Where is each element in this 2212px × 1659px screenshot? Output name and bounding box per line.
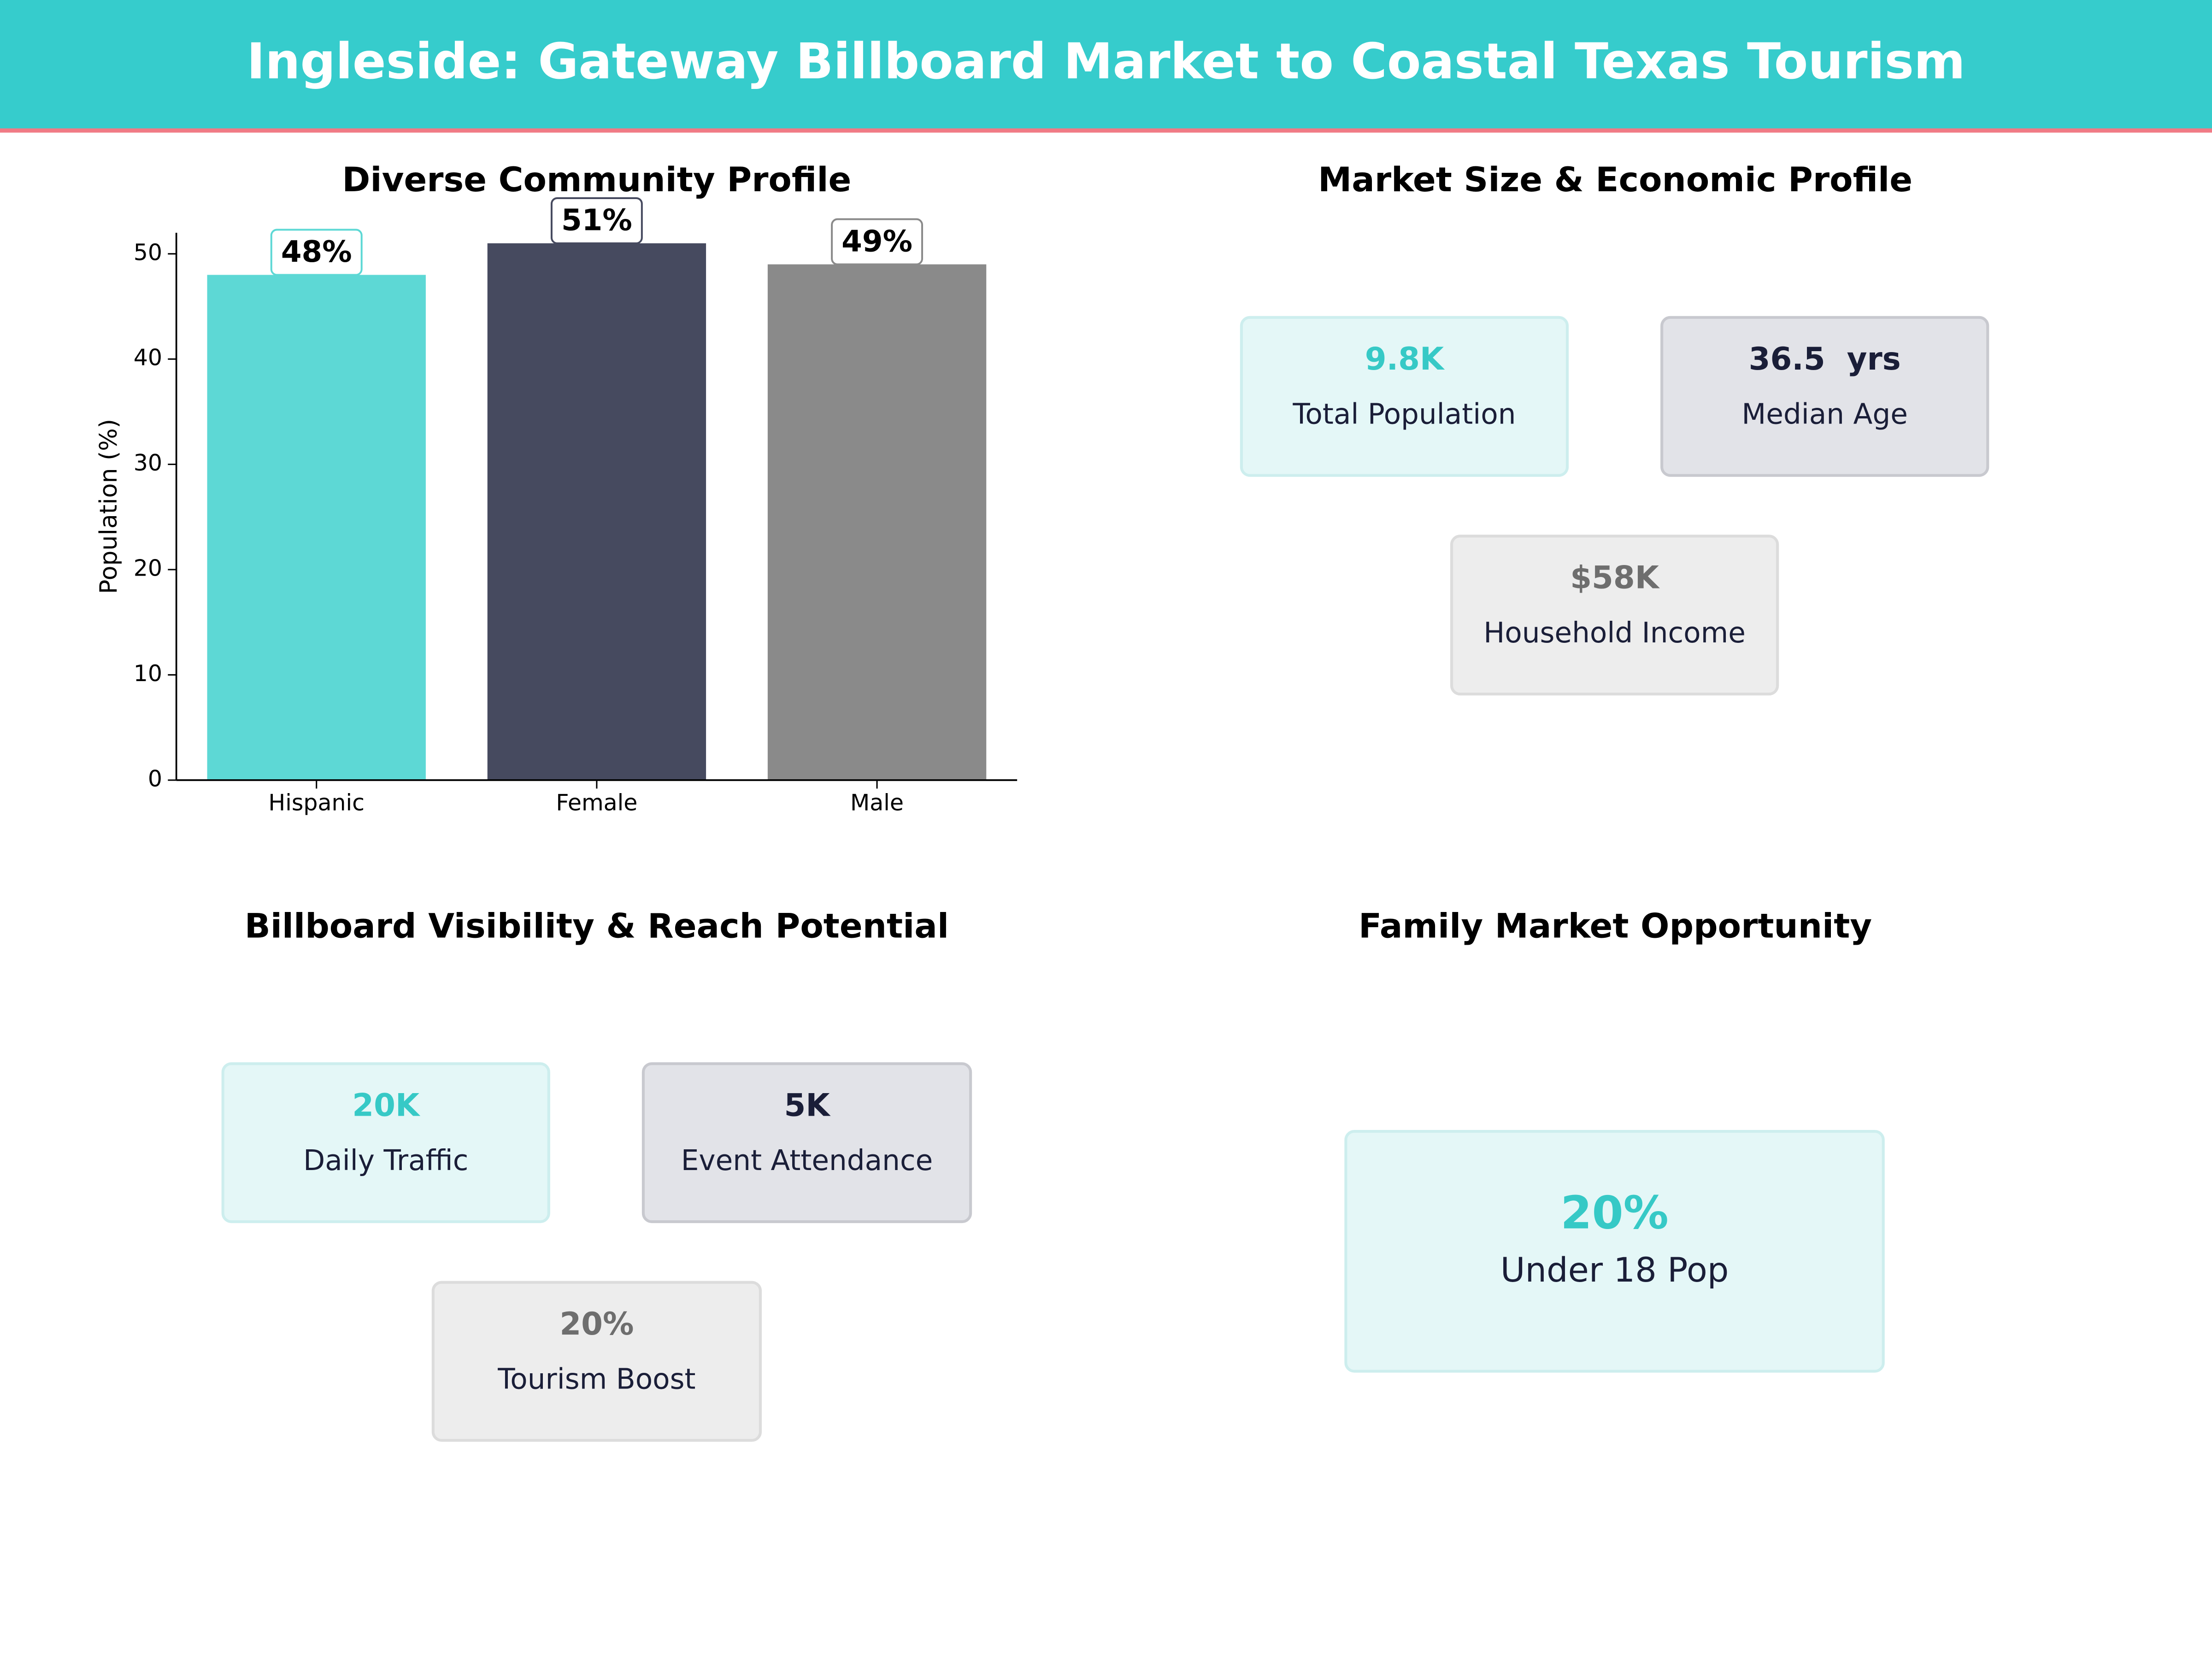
- bar: [207, 275, 426, 780]
- y-tick-label: 10: [134, 660, 162, 687]
- header-rule: [0, 128, 2212, 133]
- value-label: 49%: [841, 224, 912, 259]
- kpi-card: [431, 1281, 762, 1442]
- kpi-label: Tourism Boost: [497, 1363, 695, 1396]
- y-tick-label: 30: [134, 450, 162, 476]
- kpi-card: [1344, 1130, 1885, 1373]
- kpi-card: [641, 1062, 972, 1224]
- y-tick-label: 50: [134, 239, 162, 265]
- kpi-card: [1240, 316, 1569, 477]
- kpi-value: 5K: [784, 1087, 831, 1124]
- panel-title: Family Market Opportunity: [1359, 906, 1872, 946]
- y-tick-label: 0: [148, 765, 162, 792]
- value-label-box: [831, 218, 924, 265]
- kpi-label: Household Income: [1483, 617, 1746, 649]
- value-label-box: [550, 197, 643, 244]
- kpi-value: 20%: [559, 1306, 634, 1342]
- kpi-value: $58K: [1570, 559, 1660, 596]
- kpi-value: 9.8K: [1365, 341, 1445, 377]
- kpi-card: [1660, 316, 1989, 477]
- chart-title: Diverse Community Profile: [342, 160, 851, 200]
- page-title: Ingleside: Gateway Billboard Market to C…: [247, 33, 1965, 90]
- x-tick-label: Hispanic: [268, 789, 365, 816]
- bar: [487, 243, 706, 780]
- kpi-value: 20%: [1560, 1187, 1668, 1240]
- value-label: 51%: [561, 203, 632, 238]
- kpi-value: 20K: [352, 1087, 421, 1124]
- y-tick-label: 40: [134, 345, 162, 371]
- kpi-label: Total Population: [1292, 398, 1516, 431]
- kpi-label: Median Age: [1741, 398, 1908, 431]
- kpi-label: Event Attendance: [681, 1144, 933, 1177]
- x-tick-label: Male: [850, 789, 904, 816]
- kpi-card: [221, 1062, 550, 1224]
- kpi-label: Daily Traffic: [303, 1144, 468, 1177]
- kpi-value: 36.5 yrs: [1749, 341, 1901, 377]
- value-label-box: [270, 229, 363, 276]
- x-tick-label: Female: [556, 789, 637, 816]
- y-axis-label: Population (%): [95, 419, 123, 594]
- value-label: 48%: [281, 235, 352, 269]
- panel-title: Market Size & Economic Profile: [1318, 160, 1912, 200]
- header-bar: [0, 0, 2212, 130]
- panel-title: Billboard Visibility & Reach Potential: [245, 906, 949, 946]
- kpi-card: [1450, 535, 1779, 696]
- y-tick-label: 20: [134, 555, 162, 582]
- bar: [767, 264, 987, 780]
- kpi-label: Under 18 Pop: [1500, 1251, 1729, 1290]
